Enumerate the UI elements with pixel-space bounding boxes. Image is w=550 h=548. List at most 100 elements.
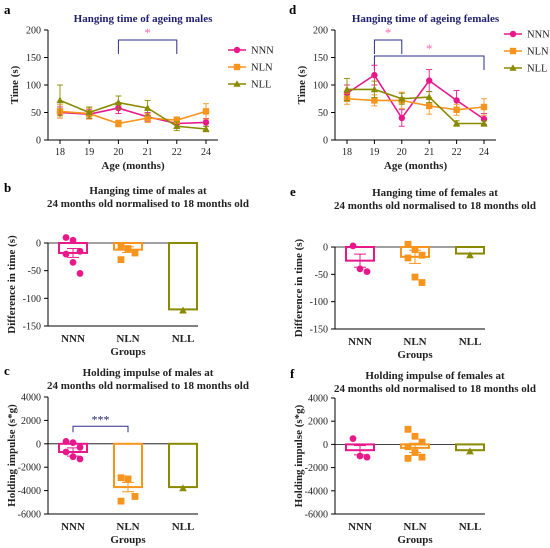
data-point-NLL (173, 122, 181, 130)
y-axis-label: Holding impulse (s*g) (6, 404, 18, 507)
x-tick-label: 24 (201, 147, 211, 158)
y-tick-label: 4000 (308, 394, 328, 405)
data-point-NNN (62, 448, 70, 456)
data-point-NLN (173, 117, 180, 124)
panel-title: 24 months old normalised to 18 months ol… (47, 380, 249, 392)
panel-letter: f (290, 366, 295, 381)
panel-letter: d (289, 2, 297, 17)
x-tick-label: NLN (116, 333, 139, 345)
data-point-NLN (418, 279, 426, 286)
x-tick-label: 20 (113, 147, 123, 158)
y-tick-label: -150 (23, 322, 41, 333)
x-axis-label: Groups (110, 346, 146, 358)
data-point-NLN (418, 251, 426, 259)
x-tick-label: 21 (143, 147, 153, 158)
data-point-NNN (76, 270, 84, 277)
y-tick-label: -100 (310, 297, 328, 308)
significance-bracket (117, 39, 178, 54)
data-point-NNN (453, 97, 460, 104)
data-point-NLN (371, 97, 378, 104)
y-tick-label: -50 (28, 266, 41, 277)
bar-NLL (168, 442, 198, 489)
bar-NLL (168, 242, 198, 311)
data-point-NLN (411, 432, 419, 440)
y-tick-label: 4000 (21, 393, 41, 404)
y-tick-label: -2000 (18, 463, 41, 474)
x-tick-label: NNN (348, 521, 372, 533)
y-tick-label: 50 (318, 108, 328, 119)
legend-marker (233, 46, 241, 54)
series-line-NLN (346, 97, 485, 111)
y-tick-label: -4000 (18, 486, 41, 497)
data-point-NLN (117, 242, 125, 250)
data-point-NNN (426, 77, 433, 84)
x-tick-label: 22 (172, 147, 182, 158)
panel-title: Holding impulse of males at (83, 367, 214, 379)
data-point-NNN (62, 250, 70, 258)
y-axis-label: Time (s) (9, 65, 21, 104)
y-tick-label: 200 (313, 26, 328, 37)
panel-letter: c (4, 363, 10, 378)
data-point-NLL (114, 98, 122, 106)
data-point-NLN (404, 254, 412, 262)
data-point-NLN (131, 493, 139, 500)
y-tick-label: -2000 (305, 463, 328, 474)
data-point-NLL (144, 104, 152, 111)
series-line-NNN (346, 73, 485, 120)
data-point-NLL (56, 96, 64, 104)
data-point-NNN (356, 265, 364, 273)
panel-title: Hanging time of females at (372, 187, 498, 199)
data-point-NLN (480, 103, 488, 111)
significance-star: *** (92, 412, 110, 426)
x-tick-label: NLN (403, 336, 426, 348)
data-point-NNN (69, 258, 77, 266)
x-tick-label: NLL (459, 336, 482, 348)
data-point-NLN (418, 438, 426, 446)
panel-title: Hanging time of ageing females (352, 13, 500, 25)
panel-title: Hanging time of males at (89, 185, 207, 197)
data-point-NNN (62, 438, 70, 445)
y-tick-label: 200 (26, 26, 41, 37)
legend-label: NNN (527, 30, 550, 41)
x-tick-label: 24 (479, 147, 489, 158)
series-line-NLL (59, 99, 207, 130)
data-point-NNN (69, 453, 77, 461)
y-tick-label: -4000 (305, 486, 328, 497)
data-point-NLN (144, 114, 151, 122)
y-tick-label: 0 (36, 136, 41, 147)
y-tick-label: 0 (36, 239, 41, 250)
data-point-NLL (466, 447, 474, 455)
data-point-NLN (404, 443, 412, 451)
panel-title: Hanging time of ageing males (74, 13, 213, 25)
legend-label: NLN (251, 63, 273, 74)
panel-title: 24 months old normalised to 18 months ol… (334, 383, 536, 395)
data-point-NNN (69, 236, 77, 244)
data-point-NLN (117, 474, 125, 482)
data-point-NLN (411, 449, 419, 456)
data-point-NLL (480, 119, 488, 127)
panel-letter: b (4, 180, 11, 195)
legend-label: NLL (251, 80, 271, 91)
x-tick-label: 20 (397, 147, 407, 158)
x-tick-label: NLL (172, 333, 195, 345)
y-tick-label: 0 (323, 243, 328, 254)
x-tick-label: 19 (369, 147, 379, 158)
data-point-NLN (418, 453, 426, 461)
data-point-NLL (179, 306, 187, 314)
data-point-NLL (179, 484, 187, 492)
data-point-NNN (202, 119, 210, 126)
legend-marker (509, 47, 517, 55)
data-point-NLN (411, 273, 419, 281)
data-point-NLN (404, 240, 412, 248)
legend-marker (509, 30, 517, 38)
data-point-NLL (85, 108, 93, 116)
panel-d: d Hanging time of ageing females 0 50 100 150… (289, 2, 550, 172)
data-point-NLL (202, 125, 210, 132)
y-tick-label: 0 (323, 136, 328, 147)
significance-star: * (144, 25, 151, 40)
